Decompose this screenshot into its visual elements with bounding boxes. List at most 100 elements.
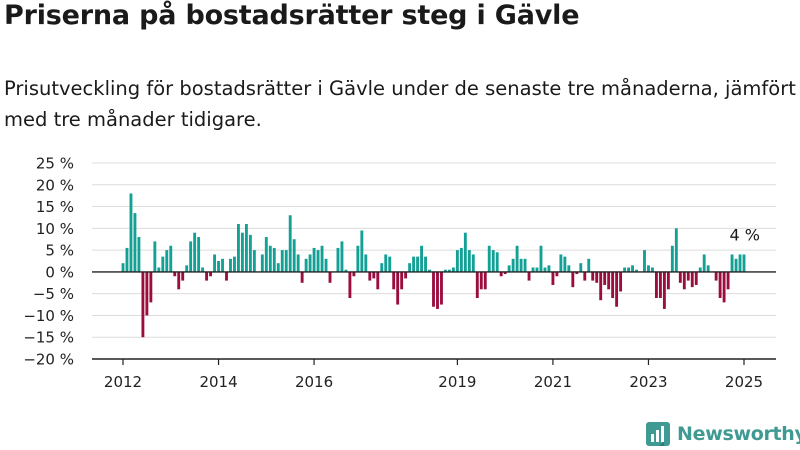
bar: [380, 263, 384, 272]
bar: [694, 271, 698, 285]
bar: [619, 271, 623, 292]
bar: [412, 256, 416, 272]
bar: [348, 271, 352, 299]
bar: [248, 234, 252, 272]
bar: [599, 271, 603, 301]
bar: [205, 271, 209, 281]
bar: [690, 271, 694, 288]
bar: [451, 267, 455, 272]
bar: [666, 271, 670, 290]
bar: [607, 271, 611, 290]
bar: [475, 271, 479, 299]
bar: [217, 261, 220, 272]
bar: [193, 232, 197, 272]
bar: [658, 271, 662, 299]
y-tick-label: 20 %: [36, 176, 74, 194]
x-tick-label: 2014: [199, 373, 237, 391]
y-tick-label: −15 %: [23, 329, 74, 347]
bar: [583, 271, 587, 281]
bar: [153, 241, 157, 272]
bar: [682, 271, 686, 290]
bar: [356, 245, 360, 272]
bar: [463, 232, 467, 272]
bar: [328, 271, 332, 283]
bar: [543, 267, 547, 272]
bar: [157, 267, 161, 272]
bar: [368, 271, 372, 281]
bar: [674, 228, 678, 272]
bar: [376, 271, 380, 290]
bar: [575, 271, 579, 275]
bar: [229, 258, 232, 272]
y-tick-label: −20 %: [23, 351, 74, 369]
bar: [161, 256, 165, 272]
grid-lines: [92, 162, 776, 360]
bar: [511, 258, 515, 272]
bar: [654, 271, 658, 299]
bar: [535, 267, 539, 272]
bar: [284, 250, 288, 272]
bar: [615, 271, 619, 307]
bar: [551, 271, 555, 285]
bar: [308, 254, 312, 272]
bar: [547, 265, 551, 272]
chart-bars: [121, 193, 746, 338]
bar: [416, 256, 420, 272]
bar: [623, 267, 627, 272]
bar: [145, 271, 149, 316]
bar: [340, 241, 344, 272]
bar: [483, 271, 487, 290]
bar: [686, 271, 690, 281]
bar: [730, 254, 734, 272]
bar: [503, 271, 507, 275]
page-subtitle: Prisutveckling för bostadsrätter i Gävle…: [4, 77, 796, 131]
bar: [499, 271, 503, 277]
bar: [531, 267, 535, 272]
x-tick-label: 2021: [534, 373, 572, 391]
y-tick-label: −10 %: [23, 307, 74, 325]
bar: [440, 271, 443, 305]
bar: [133, 213, 137, 272]
bar: [404, 271, 408, 279]
bar: [165, 250, 169, 272]
bar: [722, 271, 726, 303]
bar: [264, 237, 268, 272]
bar: [491, 250, 495, 272]
bar: [149, 271, 153, 303]
bar: [670, 245, 674, 272]
bar: [292, 239, 296, 272]
bar: [424, 256, 427, 272]
bar: [364, 254, 368, 272]
bar: [240, 232, 244, 272]
bar: [209, 271, 213, 277]
bar: [459, 247, 463, 272]
bar: [169, 245, 173, 272]
x-tick-label: 2016: [295, 373, 333, 391]
bar: [479, 271, 483, 290]
logo-text: Newsworthy: [677, 423, 800, 445]
bar: [591, 271, 595, 281]
bar: [189, 241, 193, 272]
y-tick-label: 15 %: [36, 198, 74, 216]
bar: [738, 254, 742, 272]
bar: [444, 269, 447, 272]
bar: [173, 271, 177, 277]
page-title: Priserna på bostadsrätter steg i Gävle: [4, 0, 580, 31]
bar: [221, 258, 224, 272]
bar: [487, 245, 491, 272]
bar: [344, 269, 348, 272]
bar: [296, 254, 300, 272]
bar: [714, 271, 718, 281]
bar: [392, 271, 396, 290]
bar: [396, 271, 400, 305]
last-value-label: 4 %: [730, 225, 760, 244]
bar: [276, 263, 280, 272]
newsworthy-logo-icon: [646, 422, 670, 446]
bar: [467, 250, 471, 272]
bar: [129, 193, 133, 272]
bar: [563, 256, 567, 272]
bar: [571, 271, 575, 288]
bar: [304, 258, 308, 272]
bar: [519, 258, 523, 272]
x-axis: 2012 2014 2016 2019 2021 2023 2025: [92, 358, 776, 391]
